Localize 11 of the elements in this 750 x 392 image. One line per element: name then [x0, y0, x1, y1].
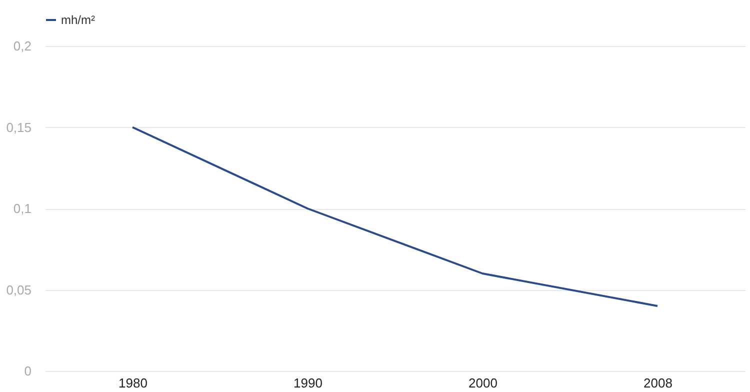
y-tick-label: 0,05	[6, 282, 32, 298]
y-tick-label: 0,2	[13, 38, 32, 54]
y-tick-label: 0,1	[13, 201, 32, 216]
line-series	[132, 126, 658, 307]
x-tick-label: 2008	[644, 376, 672, 390]
x-tick-label: 2000	[468, 376, 498, 390]
x-tick-label: 1990	[294, 376, 322, 390]
x-tick-label: 1980	[118, 376, 148, 390]
y-tick-label: 0,15	[6, 120, 32, 135]
legend-label: mh/m²	[61, 13, 95, 27]
y-tick-label: 0	[24, 364, 32, 378]
